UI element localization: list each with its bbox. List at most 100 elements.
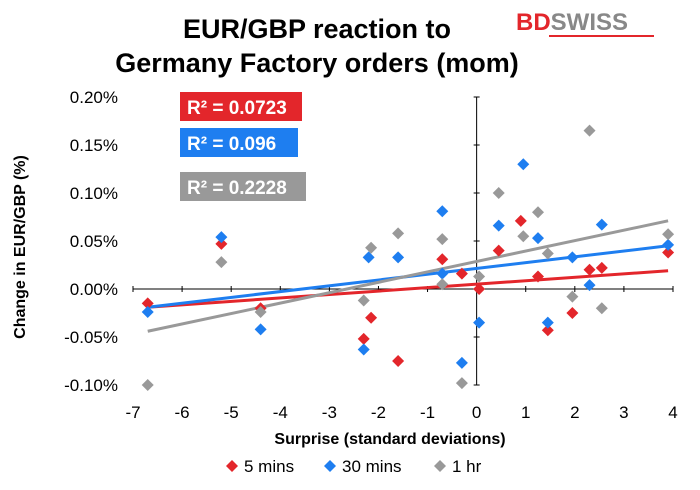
point-1-hr: [583, 124, 596, 137]
x-tick-label: 0: [472, 403, 481, 422]
chart-title: EUR/GBP reaction to Germany Factory orde…: [115, 14, 519, 78]
point-5-mins: [436, 253, 449, 266]
point-30-mins: [362, 251, 375, 264]
legend-marker: [434, 460, 446, 472]
svg-text:BDSWISS: BDSWISS: [516, 9, 628, 36]
r2-label-box: [180, 92, 302, 121]
point-30-mins: [392, 251, 405, 264]
point-1-hr: [436, 233, 449, 246]
logo-text-b: SWISS: [551, 9, 628, 36]
point-5-mins: [141, 297, 154, 310]
axes: -7 -6 -5 -4 -3 -2 -1 0 1 2 3 4 -0.10% -0.05% 0.00% 0.05…: [64, 88, 678, 422]
r-squared-labels: R² = 0.0723 R² = 0.096 R² = 0.2228: [180, 92, 306, 201]
y-tick-label: -0.05%: [64, 328, 118, 347]
y-tick-label: 0.20%: [70, 88, 118, 107]
point-30-mins: [595, 218, 608, 231]
point-1-hr: [141, 379, 154, 391]
point-5-mins: [215, 237, 228, 250]
y-tick-label: 0.05%: [70, 232, 118, 251]
trendline-1-hr: [147, 219, 669, 333]
point-1-hr: [595, 302, 608, 315]
x-tick-label: -7: [125, 403, 140, 422]
legend-marker: [324, 460, 336, 472]
point-5-mins: [365, 311, 378, 324]
point-1-hr: [436, 278, 449, 291]
point-30-mins: [215, 231, 228, 244]
x-tick-label: 4: [668, 403, 677, 422]
point-5-mins: [455, 267, 468, 280]
point-30-mins: [492, 219, 505, 232]
data-points: [141, 124, 675, 391]
point-30-mins: [541, 316, 554, 329]
point-1-hr: [473, 270, 486, 283]
point-30-mins: [583, 279, 596, 292]
point-5-mins: [595, 261, 608, 274]
point-1-hr: [357, 294, 370, 307]
legend-label: 1 hr: [452, 457, 482, 476]
chart-title-line-2: Germany Factory orders (mom): [115, 48, 519, 78]
logo-text-a: BD: [516, 9, 551, 36]
legend: 5 mins 30 mins 1 hr: [226, 457, 482, 476]
point-5-mins: [473, 283, 486, 295]
r2-label-text: R² = 0.096: [187, 134, 276, 155]
point-5-mins: [492, 244, 505, 257]
point-5-mins: [514, 214, 527, 227]
point-1-hr: [541, 247, 554, 260]
point-5-mins: [357, 332, 370, 345]
x-tick-label: -4: [273, 403, 288, 422]
y-tick-label: -0.10%: [64, 376, 118, 395]
r2-label-text: R² = 0.0723: [187, 98, 287, 119]
point-1-hr: [662, 228, 675, 241]
r2-label-box: [180, 172, 306, 201]
r2-label-text: R² = 0.2228: [187, 178, 287, 199]
point-30-mins: [517, 158, 530, 171]
legend-label: 30 mins: [342, 457, 402, 476]
x-tick-label: 3: [619, 403, 628, 422]
point-1-hr: [365, 241, 378, 254]
x-tick-label: -6: [175, 403, 190, 422]
point-1-hr: [532, 206, 544, 219]
point-5-mins: [566, 307, 579, 319]
point-1-hr: [517, 230, 530, 243]
point-5-mins: [662, 246, 675, 259]
legend-marker: [226, 460, 238, 472]
x-tick-label: 2: [570, 403, 579, 422]
point-5-mins: [532, 270, 544, 283]
point-5-mins: [583, 263, 596, 276]
point-30-mins: [141, 306, 154, 319]
x-axis-label: Surprise (standard deviations): [274, 431, 505, 448]
y-axis-label: Change in EUR/GBP (%): [12, 155, 29, 339]
point-30-mins: [566, 251, 579, 264]
x-tick-label: -2: [371, 403, 386, 422]
point-30-mins: [662, 238, 675, 251]
x-tick-label: -5: [224, 403, 239, 422]
point-30-mins: [254, 323, 267, 336]
point-1-hr: [392, 227, 405, 240]
y-tick-label: 0.10%: [70, 184, 118, 203]
point-5-mins: [541, 324, 554, 337]
x-tick-label: 1: [521, 403, 530, 422]
point-1-hr: [566, 290, 579, 303]
point-30-mins: [455, 356, 468, 369]
trendline-5-mins: [147, 269, 669, 309]
point-30-mins: [357, 343, 370, 356]
point-30-mins: [436, 267, 449, 280]
x-tick-label: -1: [420, 403, 435, 422]
point-5-mins: [392, 355, 405, 367]
point-30-mins: [532, 232, 544, 245]
brand-logo: BDSWISS: [516, 9, 654, 37]
trendlines: [147, 219, 669, 333]
point-1-hr: [254, 306, 267, 319]
y-tick-label: 0.00%: [70, 280, 118, 299]
x-tick-label: -3: [322, 403, 337, 422]
r2-label-box: [180, 128, 298, 157]
legend-label: 5 mins: [244, 457, 294, 476]
point-1-hr: [455, 377, 468, 390]
chart-title-line-1: EUR/GBP reaction to: [183, 14, 451, 44]
point-30-mins: [473, 316, 486, 329]
point-1-hr: [215, 256, 228, 269]
y-tick-label: 0.15%: [70, 136, 118, 155]
point-1-hr: [492, 187, 505, 199]
point-30-mins: [436, 205, 449, 218]
